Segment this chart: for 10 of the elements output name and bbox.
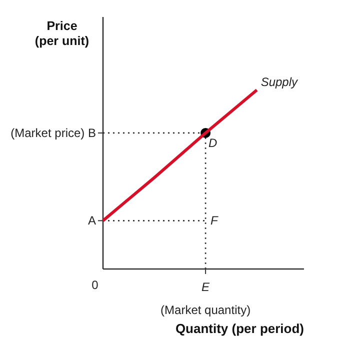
series-label: Supply bbox=[260, 75, 299, 89]
text: E bbox=[202, 280, 211, 294]
text: 0 bbox=[92, 278, 99, 292]
x-axis-title: Quantity (per period) bbox=[175, 321, 304, 336]
ref-line-label: (Market price) B bbox=[10, 126, 96, 140]
annotation: F bbox=[210, 214, 219, 228]
y-axis-title: Price (per unit) bbox=[34, 19, 90, 48]
text: (Market quantity) bbox=[160, 303, 251, 317]
ref-line-label: A bbox=[88, 214, 96, 228]
annotation: D bbox=[208, 136, 218, 150]
